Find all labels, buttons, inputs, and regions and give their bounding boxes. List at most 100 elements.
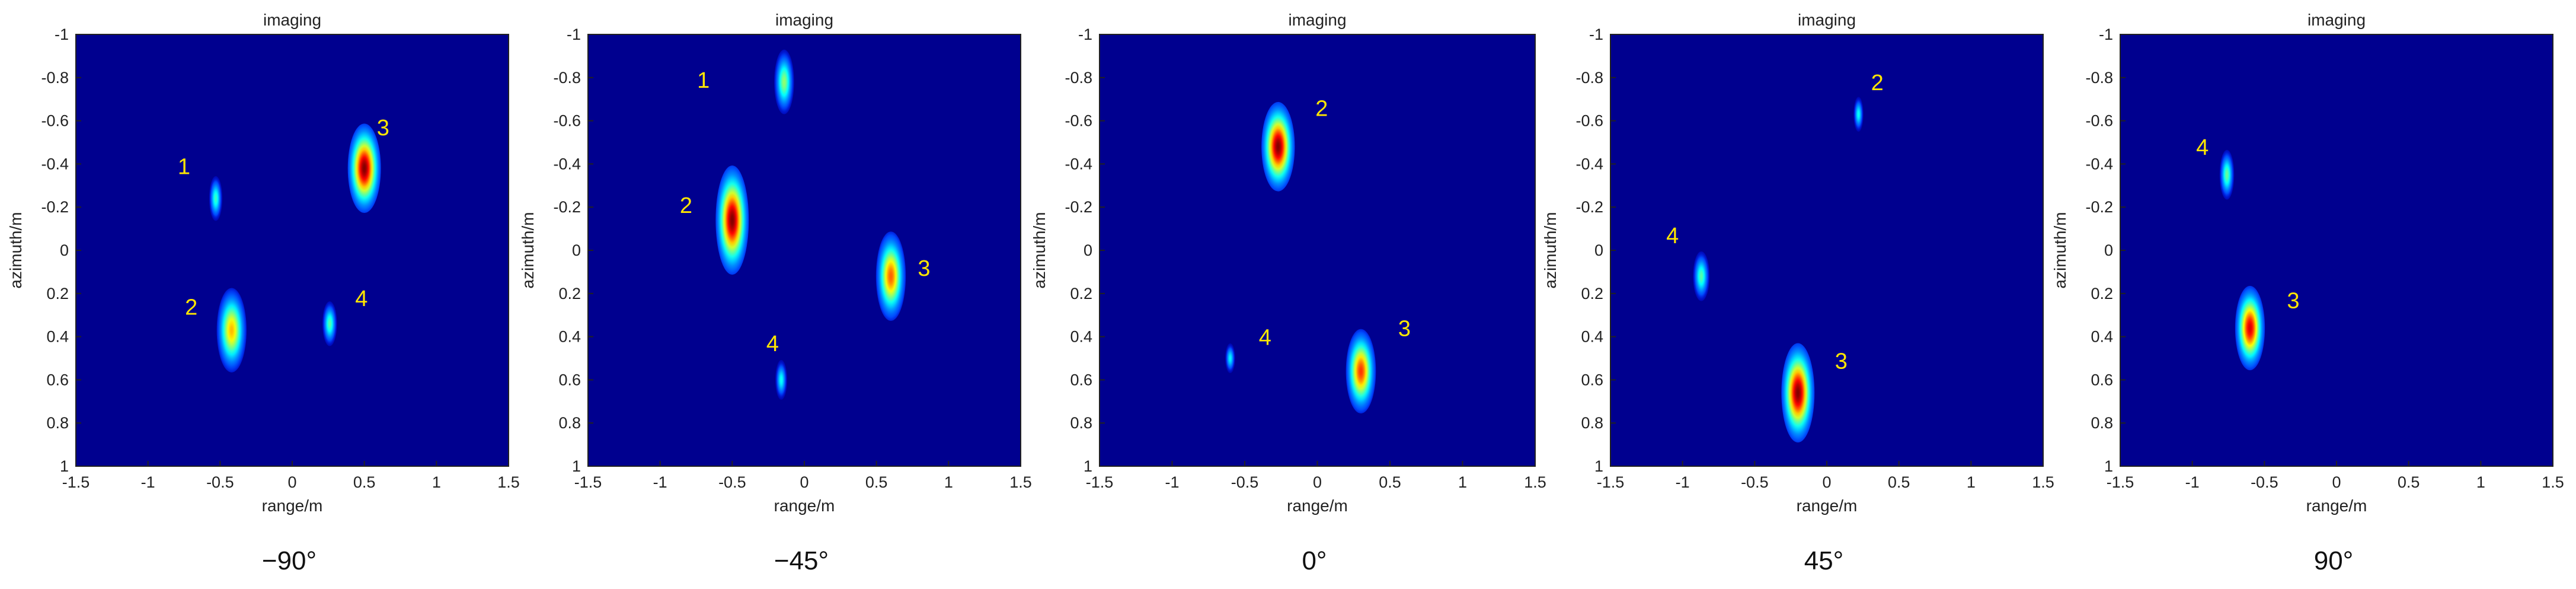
target-1-blob — [209, 176, 223, 221]
y-tick-label: -0.2 — [2085, 198, 2113, 216]
chart-title: imaging — [1798, 11, 1856, 29]
angle-caption: 45° — [1804, 546, 1844, 575]
y-tick-label: -0.6 — [553, 112, 581, 130]
y-tick-label: -1 — [2099, 26, 2113, 43]
target-label-4: 4 — [355, 286, 367, 311]
x-axis-label: range/m — [1287, 496, 1348, 515]
y-axis-label: azimuth/m — [519, 212, 537, 288]
x-tick-label: 1.5 — [1524, 473, 1546, 491]
y-tick-label: -0.2 — [1065, 198, 1092, 216]
x-tick-label: 0.5 — [865, 473, 888, 491]
y-axis-label: azimuth/m — [1030, 212, 1049, 288]
target-3-blob — [1781, 343, 1815, 442]
y-axis-label: azimuth/m — [1541, 212, 1559, 288]
target-3-blob — [2235, 285, 2265, 371]
y-tick-label: 0.8 — [1070, 414, 1092, 432]
y-tick-label: -0.6 — [1575, 112, 1603, 130]
plot-background — [1100, 34, 1535, 466]
x-tick-label: -0.5 — [718, 473, 746, 491]
target-3-blob — [875, 231, 906, 321]
x-tick-label: 0.5 — [1379, 473, 1401, 491]
target-label-2: 2 — [680, 193, 692, 218]
x-axis-label: range/m — [1797, 496, 1858, 515]
target-2-blob — [216, 288, 247, 372]
y-tick-label: 1 — [572, 457, 581, 475]
y-tick-label: 0 — [1594, 241, 1603, 259]
target-label-3: 3 — [918, 256, 930, 281]
angle-caption: 90° — [2314, 546, 2354, 575]
target-label-4: 4 — [1666, 224, 1679, 249]
x-tick-label: 1.5 — [1009, 473, 1032, 491]
target-label-4: 4 — [766, 332, 779, 356]
target-label-2: 2 — [185, 295, 197, 320]
x-tick-label: -0.5 — [2251, 473, 2278, 491]
chart-title: imaging — [775, 11, 833, 29]
x-tick-label: -1 — [1676, 473, 1690, 491]
y-tick-label: -0.2 — [1575, 198, 1603, 216]
plot-background — [2120, 34, 2553, 466]
x-tick-label: 0 — [1313, 473, 1322, 491]
y-tick-label: 1 — [1594, 457, 1603, 475]
y-tick-label: 0.4 — [1070, 328, 1092, 346]
x-tick-label: 1 — [432, 473, 441, 491]
x-tick-label: -1.5 — [2107, 473, 2134, 491]
target-4-blob — [322, 301, 337, 346]
y-tick-label: -0.2 — [41, 198, 69, 216]
y-tick-label: 0.8 — [46, 414, 69, 432]
target-label-3: 3 — [1398, 317, 1411, 342]
x-tick-label: -1 — [2185, 473, 2200, 491]
y-tick-label: 0.4 — [2091, 328, 2113, 346]
target-4-blob — [2219, 149, 2235, 200]
target-2-blob — [715, 165, 749, 275]
y-tick-label: -0.4 — [1065, 155, 1092, 173]
target-label-3: 3 — [1835, 349, 1848, 374]
x-tick-label: 0 — [1822, 473, 1831, 491]
target-label-4: 4 — [2196, 135, 2209, 160]
angle-caption: −45° — [774, 546, 829, 575]
target-label-3: 3 — [377, 116, 389, 141]
y-tick-label: 1 — [1084, 457, 1092, 475]
y-tick-label: 0.2 — [2091, 285, 2113, 303]
x-tick-label: 1.5 — [497, 473, 520, 491]
x-tick-label: -0.5 — [1741, 473, 1769, 491]
y-tick-label: -0.8 — [1575, 69, 1603, 87]
angle-caption: 0° — [1302, 546, 1327, 575]
x-tick-label: 0.5 — [1888, 473, 1910, 491]
y-tick-label: 0.8 — [2091, 414, 2113, 432]
y-tick-label: -0.4 — [2085, 155, 2113, 173]
target-3-blob — [1345, 329, 1376, 414]
y-tick-label: -0.8 — [1065, 69, 1092, 87]
y-tick-label: -1 — [567, 26, 581, 43]
y-tick-label: -1 — [1589, 26, 1603, 43]
x-tick-label: -1.5 — [62, 473, 90, 491]
x-tick-label: 0 — [2332, 473, 2341, 491]
x-tick-label: 1 — [944, 473, 953, 491]
y-tick-label: -0.8 — [41, 69, 69, 87]
y-tick-label: 0 — [1084, 241, 1092, 259]
y-tick-label: 0.6 — [1070, 371, 1092, 389]
y-tick-label: -0.8 — [553, 69, 581, 87]
chart-title: imaging — [263, 11, 321, 29]
y-tick-label: -0.6 — [2085, 112, 2113, 130]
target-1-blob — [774, 49, 794, 114]
x-tick-label: 1 — [2476, 473, 2485, 491]
angle-caption: −90° — [262, 546, 317, 575]
y-tick-label: -0.8 — [2085, 69, 2113, 87]
x-tick-label: -1 — [141, 473, 155, 491]
imaging-panel-3: 2 3 4 -1.5 -1 -0.5 0 0.5 1 1.5 -1 -0.8 -0.6 -0.4 -0.2 0… — [1030, 11, 1546, 575]
y-tick-label: -0.4 — [1575, 155, 1603, 173]
x-tick-label: -1 — [1165, 473, 1179, 491]
x-tick-label: -1.5 — [574, 473, 602, 491]
x-tick-label: 0.5 — [2398, 473, 2420, 491]
imaging-panel-1: 1 3 2 4 -1.5 -1 -0.5 0 0.5 1 1.5 -1 -0.8 -0.6 -0.4 -0.2… — [7, 11, 520, 575]
x-tick-label: -1 — [653, 473, 667, 491]
y-tick-label: 0.2 — [1581, 285, 1603, 303]
y-axis-label: azimuth/m — [7, 212, 25, 288]
plot-background — [76, 34, 509, 466]
target-4-blob — [1225, 343, 1235, 374]
y-tick-label: 0.6 — [558, 371, 581, 389]
target-label-2: 2 — [1871, 71, 1884, 95]
x-tick-label: 1.5 — [2542, 473, 2564, 491]
y-tick-label: 0 — [2104, 241, 2113, 259]
y-tick-label: 0.2 — [46, 285, 69, 303]
